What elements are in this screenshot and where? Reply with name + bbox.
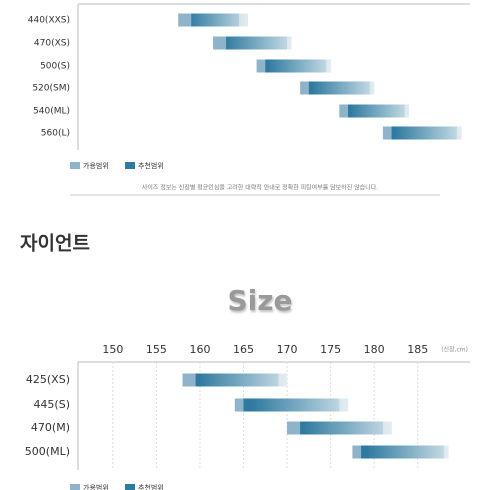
x-tick-label: 185 [407, 343, 428, 356]
bar-fade [178, 13, 248, 27]
x-tick-label: 150 [102, 343, 123, 356]
legend-label: 추천범위 [138, 161, 164, 170]
row-label: 520(SM) [32, 84, 70, 94]
bar-fade [339, 104, 410, 118]
x-tick-label: 180 [364, 343, 385, 356]
legend-label: 가용범위 [83, 483, 109, 490]
bar-fade [352, 445, 449, 459]
x-tick-label: 160 [189, 343, 210, 356]
bar-fade [287, 421, 392, 435]
x-tick-label: 170 [277, 343, 298, 356]
legend-label: 추천범위 [138, 483, 164, 490]
note: 사이즈 정보는 신장별 평균인심을 고려한 대략적 안내로 정확한 피팅여부를 … [142, 184, 378, 192]
row-label: 440(XXS) [28, 16, 70, 26]
legend-swatch [125, 162, 135, 169]
row-label: 500(ML) [25, 445, 70, 458]
bar-fade [300, 81, 375, 95]
brand-heading: 자이언트 [20, 233, 90, 255]
bar-fade [234, 398, 349, 412]
row-label: 540(ML) [33, 107, 70, 117]
row-label: 445(S) [33, 398, 70, 411]
row-label: 425(XS) [26, 373, 70, 386]
row-label: 470(M) [31, 421, 70, 434]
x-tick-label: 165 [233, 343, 254, 356]
bar-fade [256, 59, 331, 73]
legend-swatch [125, 484, 135, 490]
size-title: Size [227, 284, 292, 317]
legend-swatch [70, 484, 80, 490]
row-label: 500(S) [40, 62, 70, 72]
bar-fade [182, 373, 288, 387]
row-label: 560(L) [41, 129, 70, 139]
legend-swatch [70, 162, 80, 169]
row-label: 470(XS) [34, 39, 70, 49]
x-tick-label: 175 [320, 343, 341, 356]
x-axis-unit: (신장,cm) [441, 346, 468, 354]
bar-fade [382, 126, 462, 140]
bar-fade [213, 36, 292, 50]
x-tick-label: 155 [146, 343, 167, 356]
legend-label: 가용범위 [83, 161, 109, 170]
